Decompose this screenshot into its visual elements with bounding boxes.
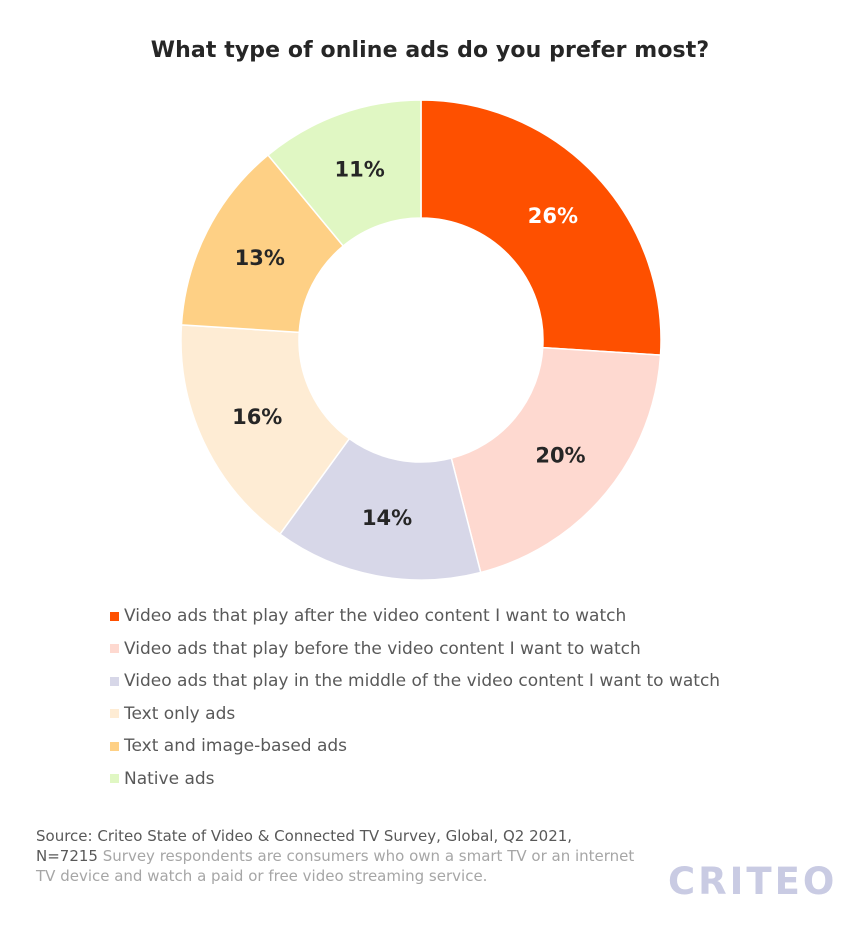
legend-item-native-ads: Native ads <box>110 763 720 796</box>
source-note: Survey respondents are consumers who own… <box>36 847 635 885</box>
slice-video-ads-that-play-in-the-middle-of-the-video-content-i-want-to-watch <box>278 437 482 581</box>
chart-title: What type of online ads do you prefer mo… <box>150 38 710 63</box>
legend-swatch <box>110 644 119 654</box>
legend-label: Text and image-based ads <box>124 736 348 757</box>
slice-video-ads-that-play-after-the-video-content-i-want-to-watch <box>420 99 662 356</box>
legend-swatch <box>110 611 119 621</box>
slice-label-video-ads-that-play-in-the-middle-of-the-video-content-i-want-to-watch: 14% <box>362 506 412 530</box>
legend-item-video-ads-that-play-after-the-video-content-i-want-to-watch: Video ads that play after the video cont… <box>110 600 720 633</box>
legend-label: Text only ads <box>124 703 236 724</box>
legend-label: Native ads <box>124 768 215 789</box>
legend-label: Video ads that play after the video cont… <box>124 606 627 627</box>
source-footer: Source: Criteo State of Video & Connecte… <box>36 826 636 886</box>
slice-label-text-only-ads: 16% <box>232 405 282 429</box>
slice-text-and-image-based-ads <box>180 154 345 334</box>
legend-label: Video ads that play before the video con… <box>124 638 641 659</box>
slice-label-video-ads-that-play-after-the-video-content-i-want-to-watch: 26% <box>528 204 578 228</box>
slice-label-video-ads-that-play-before-the-video-content-i-want-to-watch: 20% <box>535 443 585 467</box>
slice-text-only-ads <box>180 324 351 536</box>
legend-swatch <box>110 774 119 784</box>
slice-video-ads-that-play-before-the-video-content-i-want-to-watch <box>450 346 662 574</box>
source-text: Source: Criteo State of Video & Connecte… <box>36 827 573 865</box>
legend-swatch <box>110 741 119 751</box>
legend-swatch <box>110 676 119 686</box>
criteo-logo: CRITEO <box>668 860 838 903</box>
legend-item-text-and-image-based-ads: Text and image-based ads <box>110 730 720 763</box>
legend-swatch <box>110 709 119 719</box>
slice-label-text-and-image-based-ads: 13% <box>235 246 285 270</box>
legend-item-video-ads-that-play-before-the-video-content-i-want-to-watch: Video ads that play before the video con… <box>110 633 720 666</box>
donut-chart: 26% 20% 14% 16% 13% 11% <box>180 99 662 581</box>
chart-legend: Video ads that play after the video cont… <box>110 600 720 795</box>
legend-label: Video ads that play in the middle of the… <box>124 671 721 692</box>
slice-native-ads <box>266 99 422 248</box>
legend-item-text-only-ads: Text only ads <box>110 698 720 731</box>
legend-item-video-ads-that-play-in-the-middle-of-the-video-content-i-want-to-watch: Video ads that play in the middle of the… <box>110 665 720 698</box>
slice-label-native-ads: 11% <box>335 158 385 182</box>
